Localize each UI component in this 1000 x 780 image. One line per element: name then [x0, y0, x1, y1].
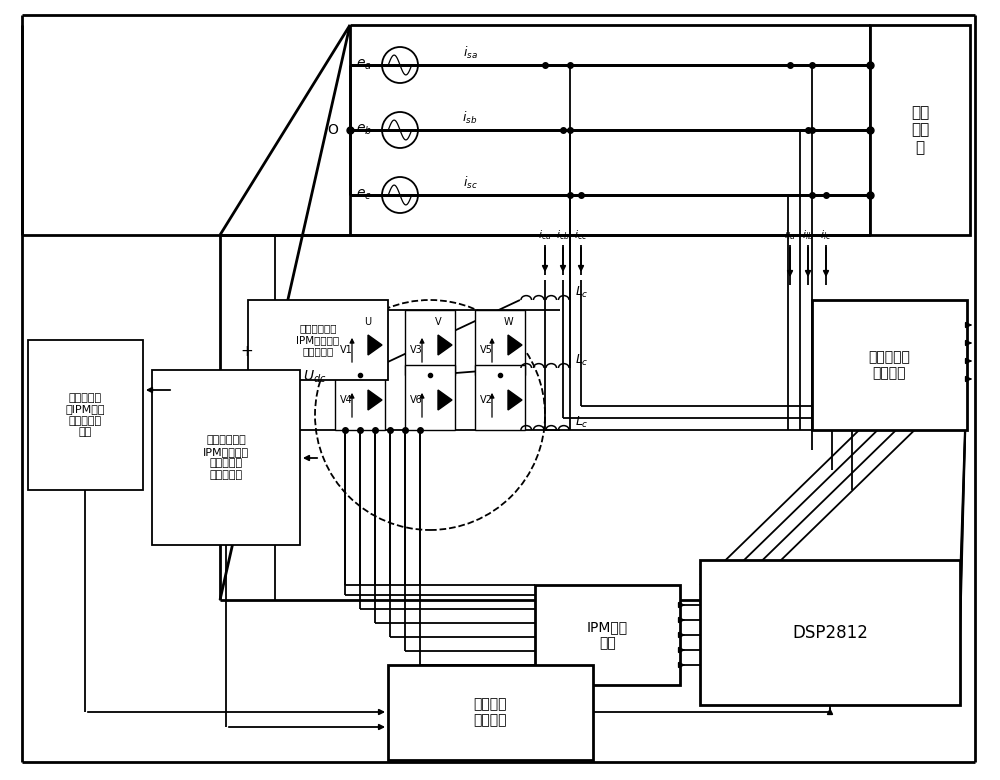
Bar	[700, 560, 960, 705]
Text: $i_{cb}$: $i_{cb}$	[556, 228, 570, 242]
Text: $i_{sc}$: $i_{sc}$	[463, 175, 477, 191]
Text: 故障信号
处理电路: 故障信号 处理电路	[474, 697, 507, 728]
Text: $i_{la}$: $i_{la}$	[784, 228, 796, 242]
Bar	[248, 300, 388, 380]
Bar	[335, 310, 385, 375]
Text: 智能功率模块
IPM故障信号
四合一电路: 智能功率模块 IPM故障信号 四合一电路	[296, 324, 340, 356]
Text: $i_{sa}$: $i_{sa}$	[463, 45, 477, 61]
Text: $L_c$: $L_c$	[575, 415, 589, 430]
Text: $U_{dc}$: $U_{dc}$	[303, 369, 327, 385]
Text: U: U	[364, 317, 372, 327]
Bar	[335, 365, 385, 430]
Text: $i_{ca}$: $i_{ca}$	[538, 228, 552, 242]
Bar	[535, 585, 680, 685]
Polygon shape	[508, 390, 522, 410]
Bar	[812, 300, 967, 430]
Bar	[475, 310, 525, 375]
Text: O: O	[327, 123, 338, 137]
Text: $e_b$: $e_b$	[356, 122, 372, 137]
Text: DSP2812: DSP2812	[792, 623, 868, 641]
Bar	[152, 370, 300, 545]
Text: V2: V2	[480, 395, 492, 405]
Text: V3: V3	[410, 345, 422, 355]
Text: 智能功率模
块IPM故障
保护及报警
电路: 智能功率模 块IPM故障 保护及报警 电路	[66, 392, 105, 438]
Bar	[475, 365, 525, 430]
Text: $L_c$: $L_c$	[575, 285, 589, 300]
Text: V4: V4	[340, 395, 352, 405]
Bar	[870, 25, 970, 235]
Text: $L_c$: $L_c$	[575, 353, 589, 368]
Polygon shape	[368, 390, 382, 410]
Text: $i_{sb}$: $i_{sb}$	[462, 110, 478, 126]
Text: W: W	[503, 317, 513, 327]
Text: 信号检测与
调理电路: 信号检测与 调理电路	[869, 350, 910, 380]
Text: $e_c$: $e_c$	[356, 188, 372, 202]
Text: 智能功率模块
IPM直流侧电
容过压保护
及报警电路: 智能功率模块 IPM直流侧电 容过压保护 及报警电路	[203, 435, 249, 480]
Polygon shape	[438, 335, 452, 355]
Text: $i_{cc}$: $i_{cc}$	[574, 228, 588, 242]
Text: 非线
性负
载: 非线 性负 载	[911, 105, 929, 155]
Bar	[405, 310, 455, 375]
Text: $e_a$: $e_a$	[356, 58, 372, 73]
Text: V: V	[435, 317, 441, 327]
Bar	[405, 365, 455, 430]
Polygon shape	[508, 335, 522, 355]
Text: $i_{lb}$: $i_{lb}$	[802, 228, 814, 242]
Text: +: +	[241, 345, 253, 360]
Polygon shape	[368, 335, 382, 355]
Text: IPM驱动
模块: IPM驱动 模块	[587, 620, 628, 650]
Bar	[388, 665, 593, 760]
Text: V6: V6	[410, 395, 422, 405]
Text: V1: V1	[340, 345, 352, 355]
Text: V5: V5	[480, 345, 492, 355]
Polygon shape	[438, 390, 452, 410]
Bar	[28, 340, 143, 490]
Text: $i_{lc}$: $i_{lc}$	[820, 228, 832, 242]
